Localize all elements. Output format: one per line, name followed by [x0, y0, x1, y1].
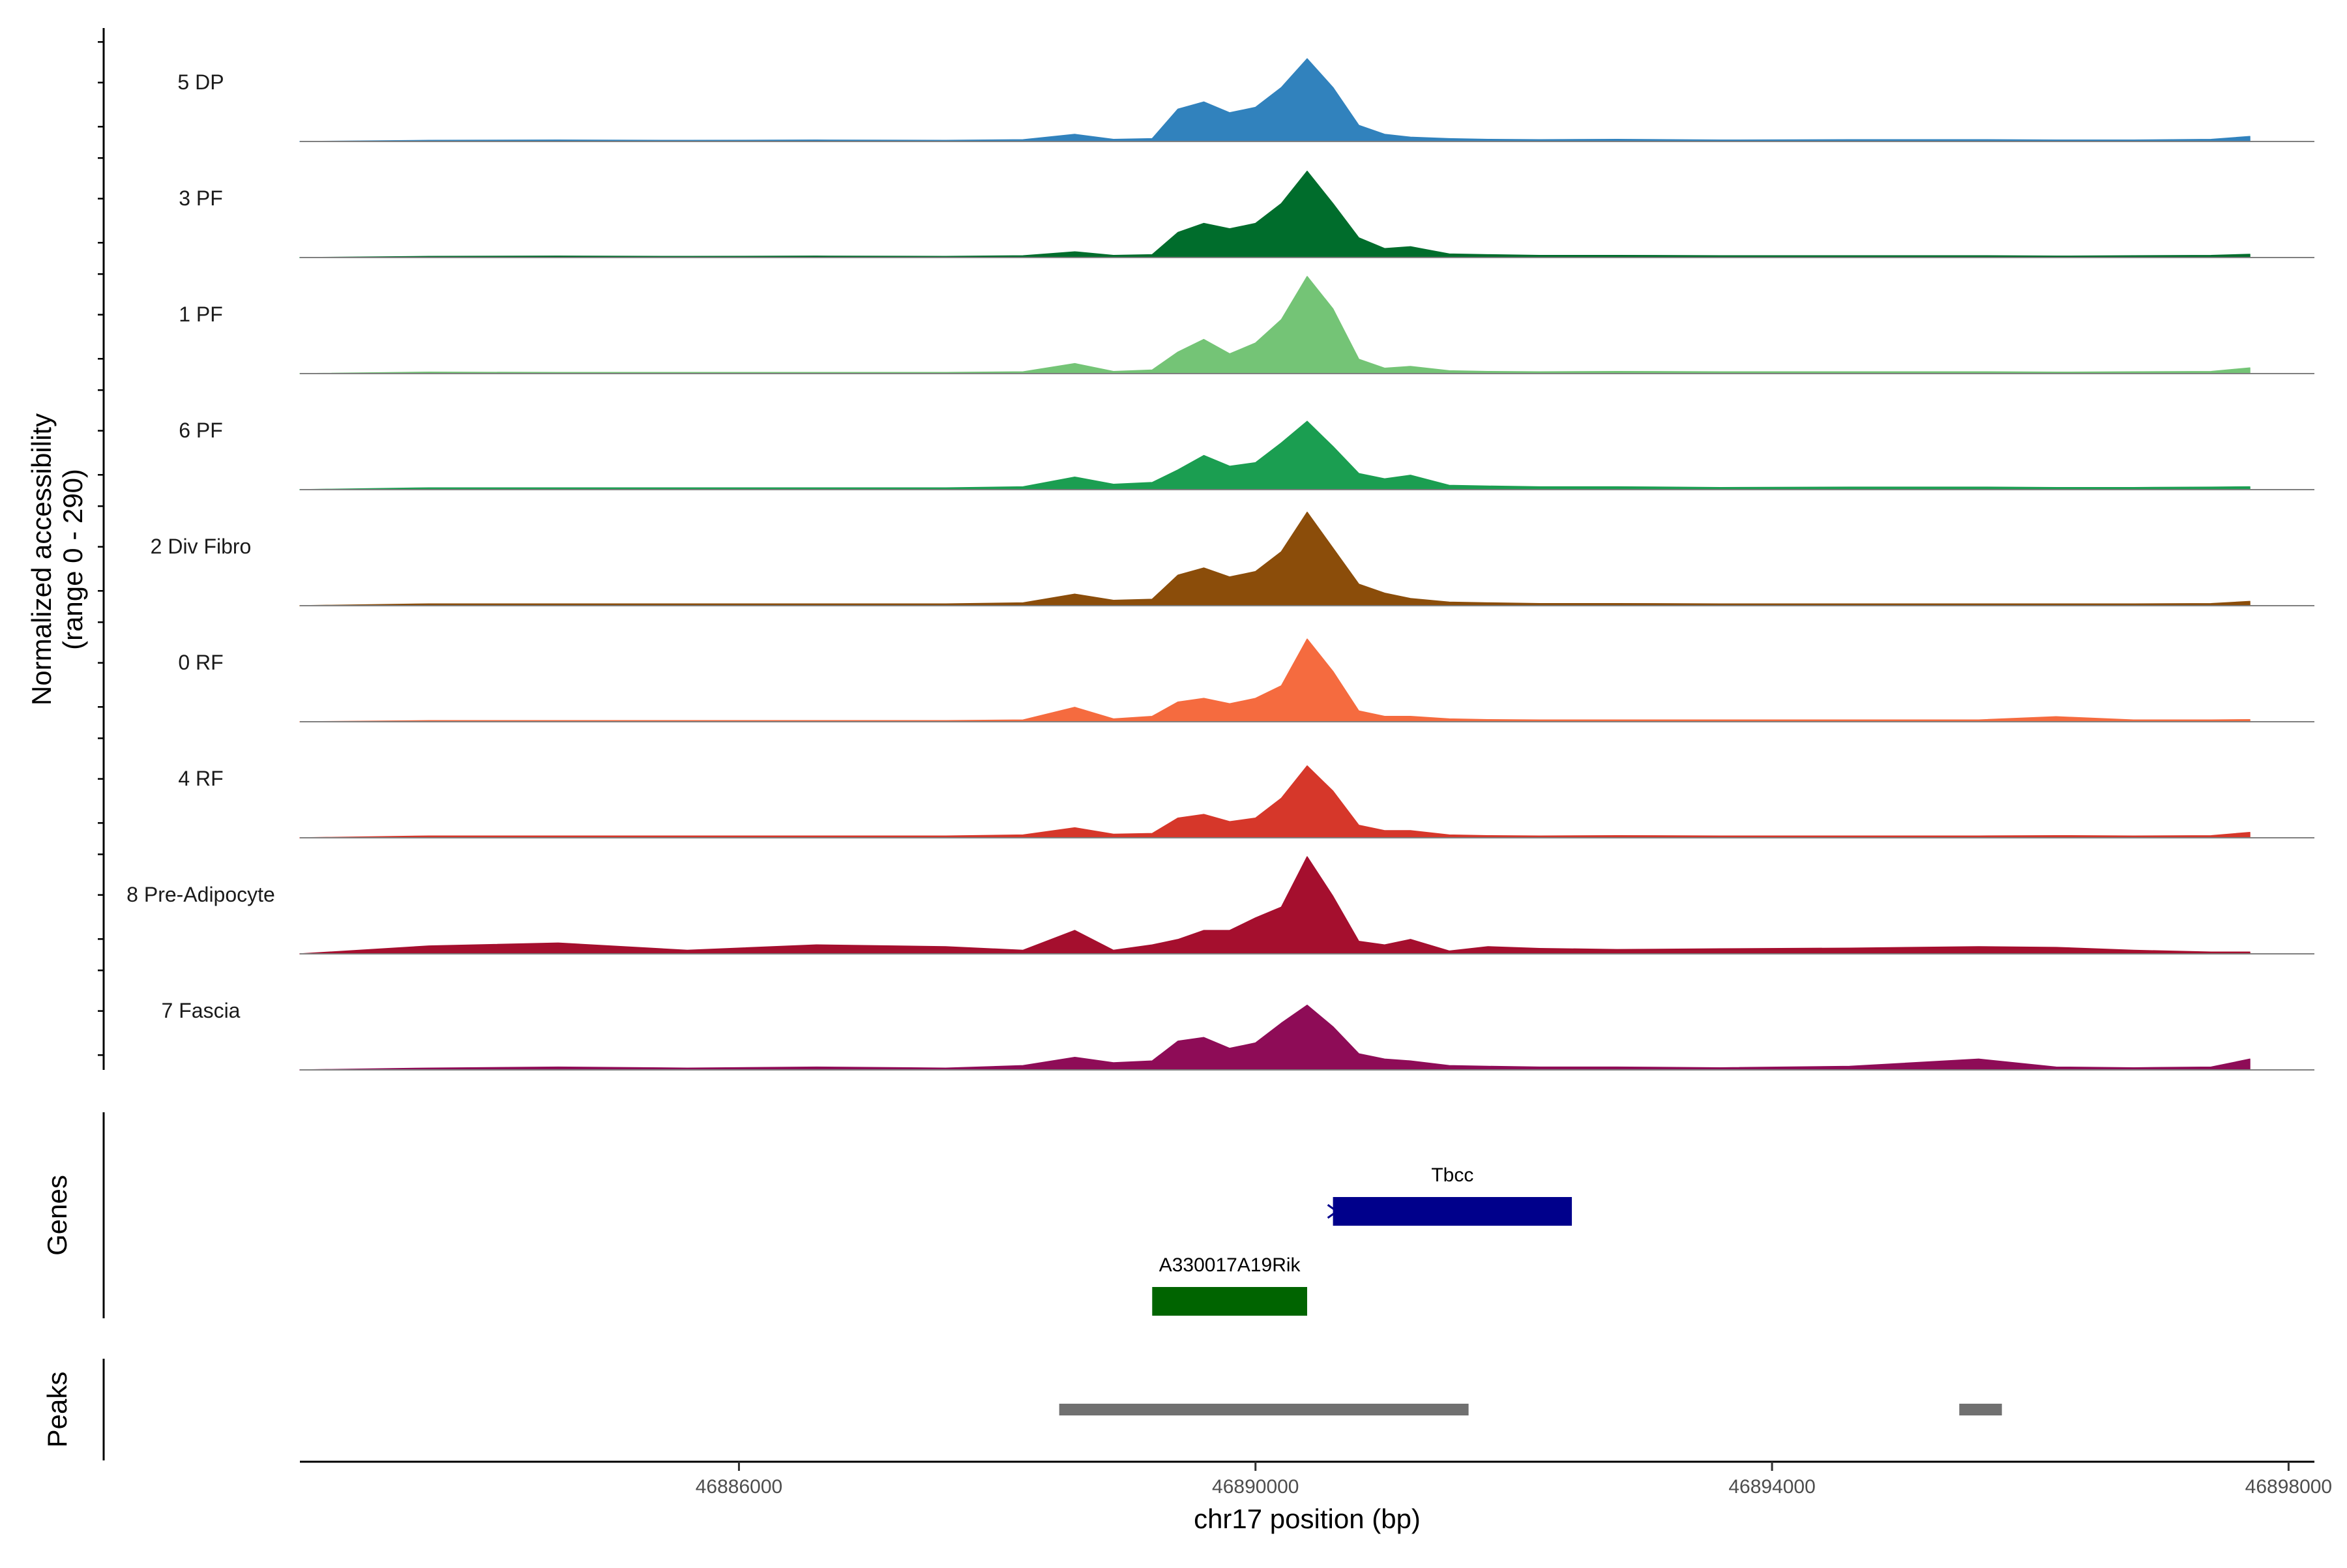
coverage-area: [299, 170, 2251, 258]
gene-body: [1333, 1197, 1572, 1226]
track-label: 3 PF: [179, 186, 223, 210]
coverage-area: [299, 638, 2251, 722]
track-label: 0 RF: [178, 651, 223, 674]
track-label: 6 PF: [179, 419, 223, 442]
genes-axis-title: Genes: [42, 1175, 72, 1256]
peak-region: [1059, 1404, 1469, 1415]
y-axis-title-line1: Normalized accessibility: [26, 413, 57, 705]
x-tick-label: 46886000: [696, 1476, 782, 1498]
track-label: 4 RF: [178, 767, 223, 790]
peaks-axis-title: Peaks: [42, 1372, 72, 1448]
peak-regions: [1059, 1404, 2002, 1415]
x-axis-title: chr17 position (bp): [1194, 1503, 1421, 1534]
coverage-area: [299, 58, 2251, 142]
gene-label: A330017A19Rik: [1159, 1254, 1301, 1276]
track-label: 8 Pre-Adipocyte: [126, 883, 275, 906]
coverage-area: [299, 856, 2251, 954]
y-axis: [98, 28, 105, 1070]
x-tick-label: 46898000: [2245, 1476, 2332, 1498]
track-label: 1 PF: [179, 303, 223, 326]
track-label: 2 Div Fibro: [151, 535, 252, 558]
gene-body: [1152, 1287, 1307, 1316]
y-axis-title-line2: (range 0 - 290): [57, 469, 88, 650]
coverage-tracks: 5 DP 3 PF 1 PF 6 PF 2 Div Fibro 0 RF 4 RF 8 Pre…: [126, 58, 2314, 1071]
x-tick-label: 46894000: [1728, 1476, 1815, 1498]
coverage-area: [299, 765, 2251, 838]
coverage-area: [299, 421, 2251, 490]
track-label: 5 DP: [177, 70, 224, 94]
strand-arrow: [1327, 1204, 1339, 1219]
x-axis-ticks: 46886000 46890000 46894000 46898000: [696, 1462, 2332, 1498]
track-label: 7 Fascia: [162, 999, 241, 1022]
coverage-area: [299, 1004, 2251, 1071]
gene-annotations: Tbcc A330017A19Rik: [1152, 1164, 1572, 1316]
peak-region: [1959, 1404, 2002, 1415]
coverage-area: [299, 511, 2251, 606]
coverage-area: [299, 276, 2251, 374]
gene-label: Tbcc: [1431, 1164, 1473, 1186]
x-tick-label: 46890000: [1212, 1476, 1299, 1498]
